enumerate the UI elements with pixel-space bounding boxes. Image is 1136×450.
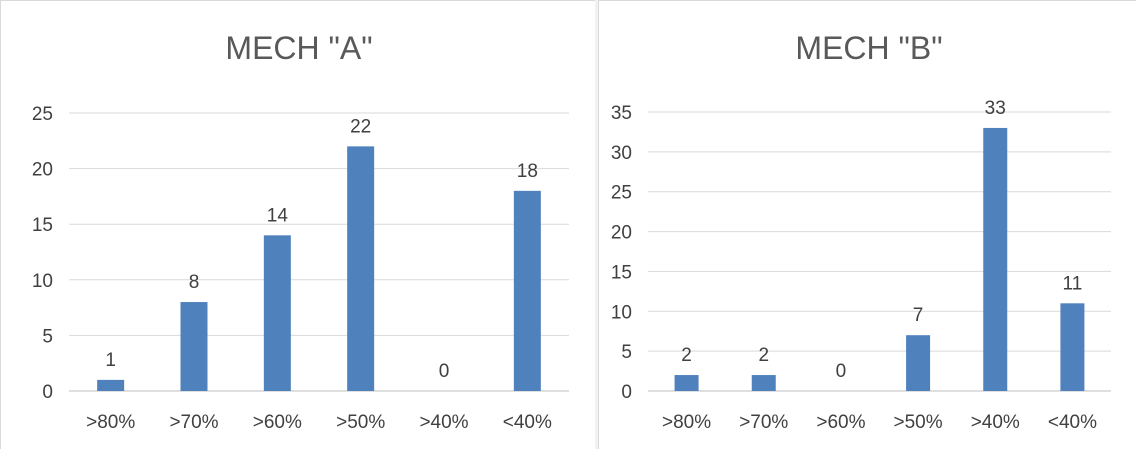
y-tick-label: 10 [32,271,53,292]
x-tick-label: <40% [503,412,552,433]
chart-mech-a: MECH "A" 0 5 10 15 20 25 1 >80% 8 >70% 14 >60% 22 >50… [32,30,569,433]
x-tick-label: >40% [419,412,468,433]
bar [983,127,1008,391]
data-label: 14 [267,205,289,226]
chart-panel-mech-b: MECH "B" 0 5 10 15 20 25 30 35 2 >80% 2 >70% 0 >60% 7 >… [598,0,1136,449]
bar [1060,303,1085,391]
y-tick-label: 0 [621,382,632,403]
y-tick-label: 0 [42,382,53,403]
y-tick-label: 5 [621,342,632,363]
x-tick-label: >70% [739,412,788,433]
chart-mech-b: MECH "B" 0 5 10 15 20 25 30 35 2 >80% 2 >70% 0 >60% 7 >… [611,30,1111,433]
bar [180,302,208,391]
x-tick-label: >60% [253,412,302,433]
y-tick-label: 35 [611,103,632,124]
x-tick-label: <40% [1048,412,1097,433]
bar [347,146,375,391]
x-tick-label: >50% [894,412,943,433]
data-label: 8 [189,272,200,293]
chart-title: MECH "A" [225,30,372,66]
x-tick-label: >80% [86,412,135,433]
chart-title: MECH "B" [795,30,942,66]
data-label: 11 [1063,273,1083,294]
panel-divider [595,0,598,449]
y-tick-label: 15 [611,262,632,283]
data-label: 33 [985,98,1006,119]
chart-panel-mech-a: MECH "A" 0 5 10 15 20 25 1 >80% 8 >70% 14 >60% 22 >50… [0,0,595,449]
data-label: 1 [105,350,116,371]
y-tick-label: 5 [42,326,53,347]
data-label: 18 [517,161,538,182]
bar [906,335,931,391]
data-label: 22 [350,116,371,137]
bar [97,379,125,391]
y-tick-label: 15 [32,215,53,236]
bar [513,190,541,391]
data-label: 0 [439,361,450,382]
y-tick-label: 25 [611,183,632,204]
y-tick-label: 20 [32,160,53,181]
y-tick-label: 30 [611,143,632,164]
bar [751,375,776,391]
bar [263,235,291,391]
x-tick-label: >60% [816,412,865,433]
y-tick-label: 25 [32,104,53,125]
x-tick-label: >50% [336,412,385,433]
data-label: 2 [681,345,692,366]
data-label: 2 [758,345,769,366]
y-tick-label: 10 [611,302,632,323]
data-label: 7 [913,305,924,326]
bar [674,375,699,391]
x-tick-label: >70% [169,412,218,433]
y-tick-label: 20 [611,223,632,244]
data-label: 0 [836,361,847,382]
x-tick-label: >80% [662,412,711,433]
x-tick-label: >40% [971,412,1020,433]
